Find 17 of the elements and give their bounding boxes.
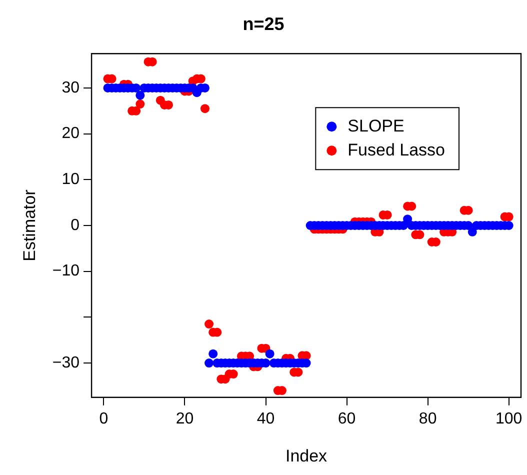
y-tick-label: 10 (62, 171, 80, 188)
x-tick-label: 60 (338, 410, 356, 428)
y-axis-title: Estimator (20, 189, 39, 262)
x-tick-label: 100 (495, 410, 522, 428)
legend-label: Fused Lasso (348, 140, 446, 160)
x-tick-label: 0 (99, 410, 108, 428)
chart-title: n=25 (242, 14, 284, 34)
y-tick-label: −10 (52, 262, 80, 280)
legend-label: SLOPE (348, 116, 404, 136)
y-tick-label: 30 (62, 79, 80, 96)
x-tick-label: 20 (176, 410, 194, 428)
x-tick-label: 80 (418, 410, 437, 428)
y-tick-label: 20 (62, 125, 80, 142)
y-tick-label: −30 (52, 354, 80, 372)
x-axis-title: Index (285, 446, 328, 466)
y-tick-label: 0 (70, 216, 80, 234)
x-tick-label: 40 (256, 410, 275, 428)
